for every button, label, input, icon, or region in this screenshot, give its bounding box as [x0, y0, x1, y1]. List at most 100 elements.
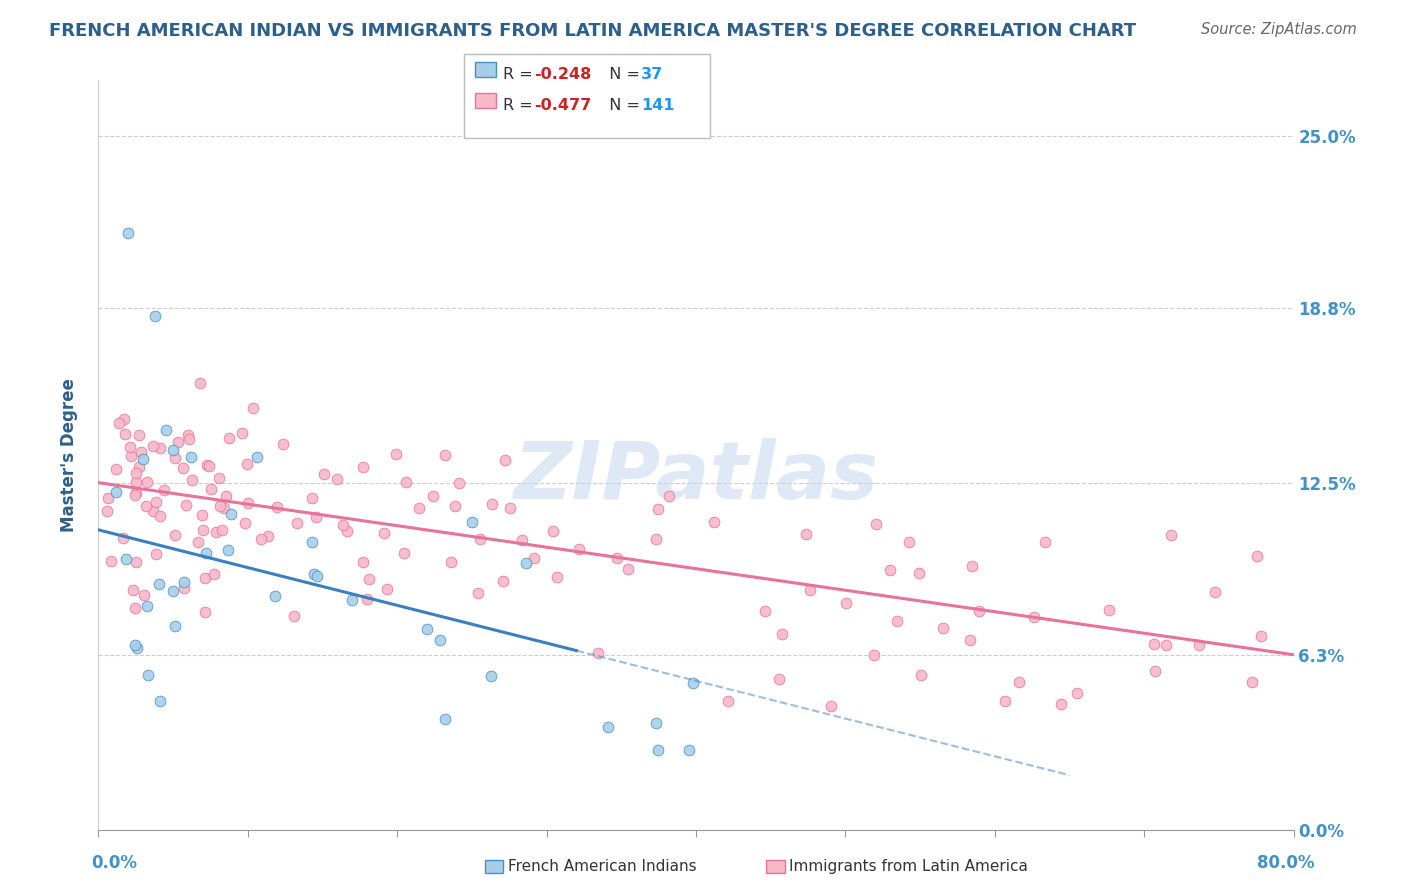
Point: [135, 499, 157, 513]
Point: [96, 503, 118, 517]
Point: [124, 601, 146, 615]
Point: [120, 440, 142, 454]
Point: [124, 475, 146, 489]
Point: [301, 535, 323, 549]
Point: [332, 518, 354, 533]
Point: [647, 502, 669, 516]
Point: [499, 501, 522, 516]
Point: [200, 482, 222, 496]
Point: [799, 583, 821, 598]
Point: [754, 604, 776, 618]
Point: [149, 509, 172, 524]
Point: [174, 498, 197, 512]
Text: Source: ZipAtlas.com: Source: ZipAtlas.com: [1201, 22, 1357, 37]
Point: [180, 450, 202, 465]
Point: [125, 641, 148, 656]
Point: [177, 428, 200, 442]
Point: [770, 627, 793, 641]
Point: [114, 426, 136, 441]
Point: [468, 532, 491, 546]
Point: [1143, 664, 1166, 678]
Point: [385, 447, 408, 461]
Point: [1033, 534, 1056, 549]
Point: [208, 499, 231, 513]
Point: [125, 555, 148, 569]
Point: [283, 609, 305, 624]
Point: [932, 621, 955, 635]
Point: [434, 712, 457, 726]
Point: [136, 475, 159, 489]
Point: [1188, 638, 1211, 652]
Point: [373, 526, 395, 541]
Point: [145, 547, 167, 561]
Point: [515, 556, 537, 570]
Point: [1246, 549, 1268, 564]
Point: [152, 483, 174, 497]
Point: [352, 459, 374, 474]
Point: [233, 516, 256, 530]
Point: [647, 743, 669, 757]
Point: [1008, 674, 1031, 689]
Point: [897, 535, 920, 549]
Point: [863, 648, 886, 663]
Point: [148, 577, 170, 591]
Point: [142, 503, 165, 517]
Point: [115, 552, 138, 566]
Point: [1024, 610, 1046, 624]
Point: [97, 491, 120, 506]
Text: ZIPatlas: ZIPatlas: [513, 438, 879, 516]
Text: Immigrants from Latin America: Immigrants from Latin America: [789, 859, 1028, 873]
Point: [304, 567, 326, 582]
Point: [967, 604, 990, 618]
Point: [190, 508, 212, 522]
Point: [1240, 675, 1263, 690]
Point: [136, 599, 159, 613]
Point: [910, 668, 932, 682]
Point: [172, 461, 194, 475]
Point: [177, 433, 200, 447]
Point: [197, 458, 219, 473]
Text: N =: N =: [599, 67, 645, 82]
Point: [214, 500, 236, 515]
Point: [305, 569, 328, 583]
Point: [479, 668, 502, 682]
Point: [181, 473, 204, 487]
Text: 0.0%: 0.0%: [91, 855, 138, 872]
Point: [326, 472, 349, 486]
Point: [124, 638, 146, 652]
Point: [128, 460, 150, 475]
Point: [395, 475, 418, 489]
Point: [218, 542, 240, 557]
Point: [1066, 686, 1088, 700]
Point: [236, 496, 259, 510]
Point: [356, 592, 378, 607]
Text: French American Indians: French American Indians: [508, 859, 696, 873]
Point: [342, 593, 364, 607]
Point: [142, 438, 165, 452]
Point: [173, 582, 195, 596]
Point: [481, 497, 503, 511]
Point: [835, 596, 858, 610]
Point: [336, 524, 359, 538]
Point: [266, 500, 288, 515]
Point: [443, 500, 465, 514]
Point: [231, 425, 253, 440]
Point: [1154, 638, 1177, 652]
Point: [960, 559, 983, 574]
Point: [305, 509, 328, 524]
Text: -0.248: -0.248: [534, 67, 592, 82]
Point: [359, 573, 381, 587]
Point: [1204, 584, 1226, 599]
Point: [218, 431, 240, 445]
Point: [165, 528, 187, 542]
Point: [191, 523, 214, 537]
Point: [586, 646, 609, 660]
Point: [645, 532, 668, 546]
Point: [124, 486, 146, 500]
Point: [375, 582, 398, 597]
Text: 80.0%: 80.0%: [1257, 855, 1315, 872]
Point: [606, 551, 628, 566]
Point: [100, 553, 122, 567]
Point: [717, 694, 740, 708]
Point: [195, 458, 218, 473]
